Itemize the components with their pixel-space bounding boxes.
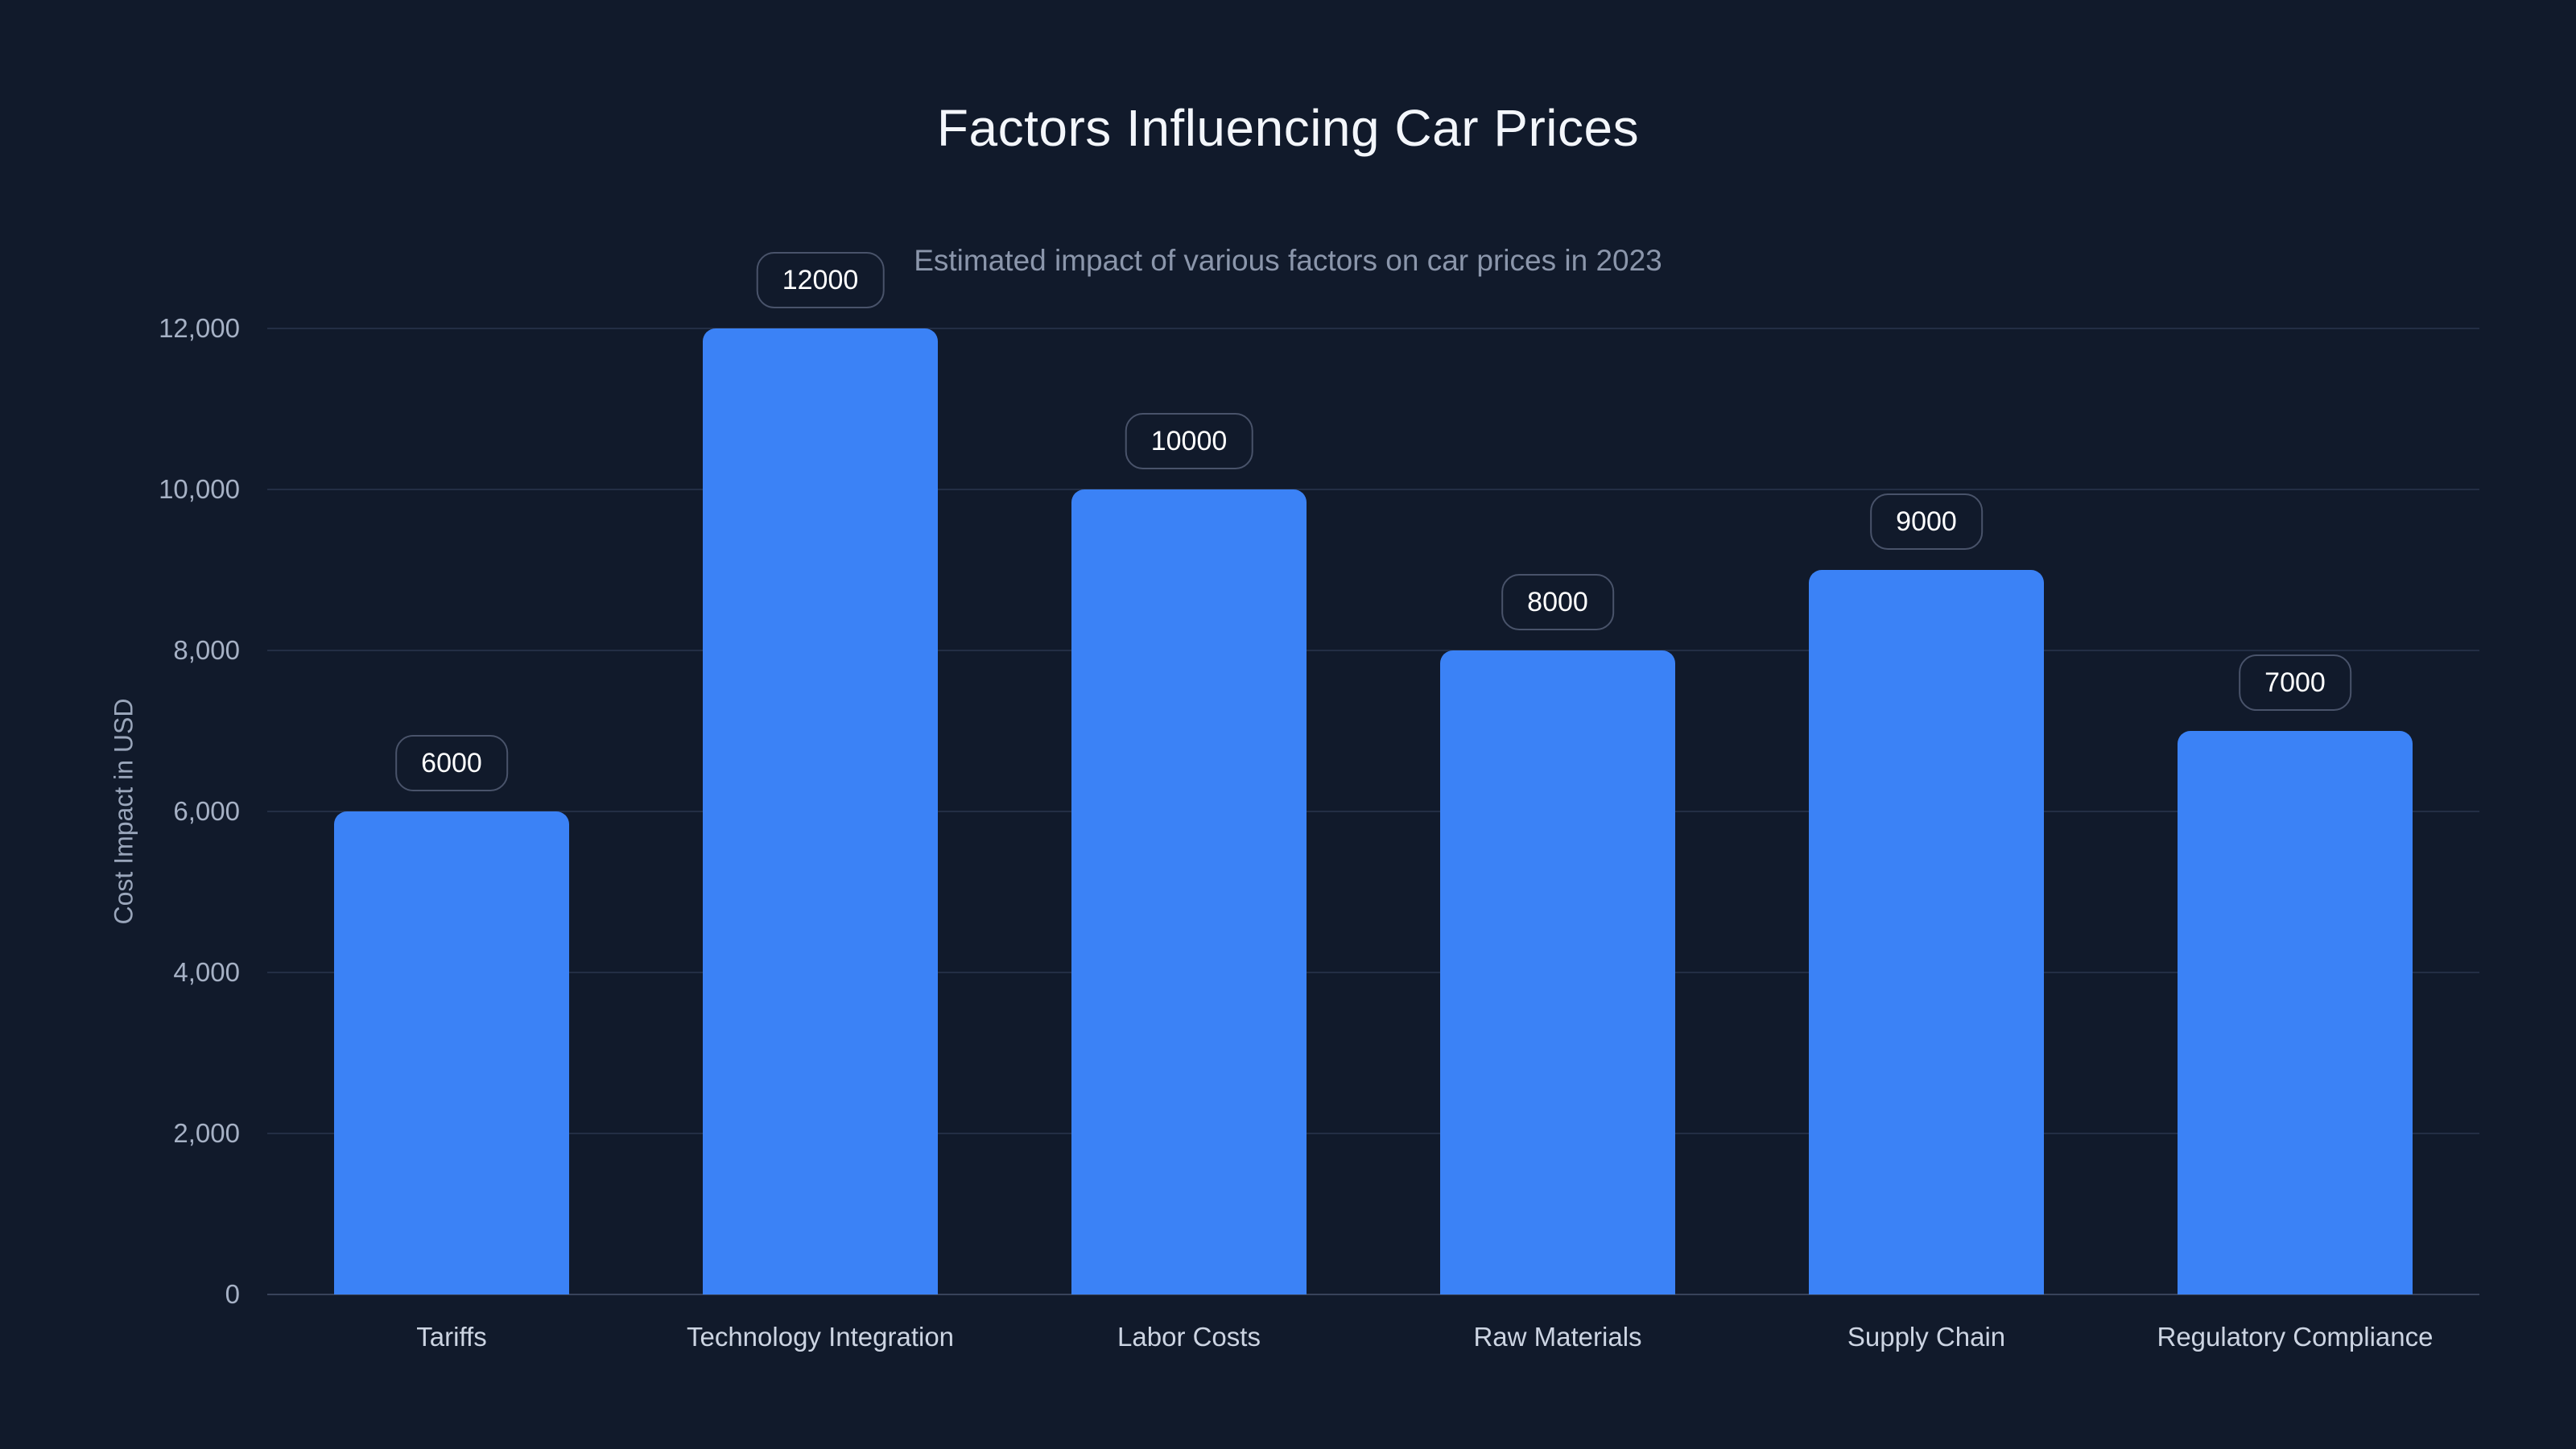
y-tick-label: 12,000 [159, 313, 240, 343]
bar-supply-chain[interactable] [1809, 570, 2044, 1294]
y-tick-label: 10,000 [159, 474, 240, 504]
x-axis-label-labor-costs: Labor Costs [1117, 1322, 1261, 1352]
value-badge-labor-costs: 10000 [1125, 413, 1253, 469]
x-axis-label-technology-integration: Technology Integration [686, 1322, 955, 1352]
bar-regulatory-compliance[interactable] [2178, 731, 2413, 1294]
bar-tariffs[interactable] [334, 811, 569, 1294]
y-tick-label: 8,000 [173, 635, 240, 665]
gridline [267, 972, 2479, 973]
bar-labor-costs[interactable] [1071, 489, 1307, 1294]
x-axis-line [267, 1294, 2479, 1295]
bar-raw-materials[interactable] [1440, 650, 1675, 1294]
y-tick-label: 4,000 [173, 957, 240, 987]
gridline [267, 1133, 2479, 1134]
gridline [267, 650, 2479, 651]
x-axis-label-supply-chain: Supply Chain [1847, 1322, 2006, 1352]
value-badge-tariffs: 6000 [395, 735, 508, 791]
y-tick-label: 2,000 [173, 1118, 240, 1148]
x-axis-label-raw-materials: Raw Materials [1473, 1322, 1642, 1352]
chart-subtitle: Estimated impact of various factors on c… [914, 244, 1662, 277]
x-axis-label-tariffs: Tariffs [416, 1322, 487, 1352]
gridline [267, 328, 2479, 329]
value-badge-regulatory-compliance: 7000 [2239, 654, 2351, 711]
value-badge-supply-chain: 9000 [1870, 493, 1983, 550]
gridline [267, 489, 2479, 490]
gridline [267, 811, 2479, 812]
plot-area: 6000 12000 10000 8000 9000 7000 [267, 252, 2479, 1295]
y-tick-label: 0 [225, 1279, 240, 1309]
x-axis-label-regulatory-compliance: Regulatory Compliance [2157, 1322, 2434, 1352]
chart-title: Factors Influencing Car Prices [936, 99, 1640, 157]
value-badge-technology-integration: 12000 [756, 252, 885, 308]
y-tick-label: 6,000 [173, 796, 240, 826]
bar-technology-integration[interactable] [703, 328, 938, 1294]
value-badge-raw-materials: 8000 [1501, 574, 1614, 630]
y-axis-tick-labels: 0 2,000 4,000 6,000 8,000 10,000 12,000 [0, 313, 243, 1309]
